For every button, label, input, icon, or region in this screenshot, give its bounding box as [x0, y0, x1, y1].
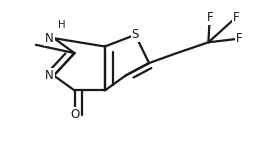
Text: S: S — [132, 28, 139, 41]
Text: H: H — [58, 20, 66, 30]
Text: O: O — [70, 108, 79, 121]
Text: F: F — [206, 11, 213, 24]
Text: F: F — [233, 11, 239, 24]
Text: N: N — [45, 69, 54, 82]
Text: F: F — [236, 32, 243, 45]
Text: N: N — [45, 32, 54, 45]
